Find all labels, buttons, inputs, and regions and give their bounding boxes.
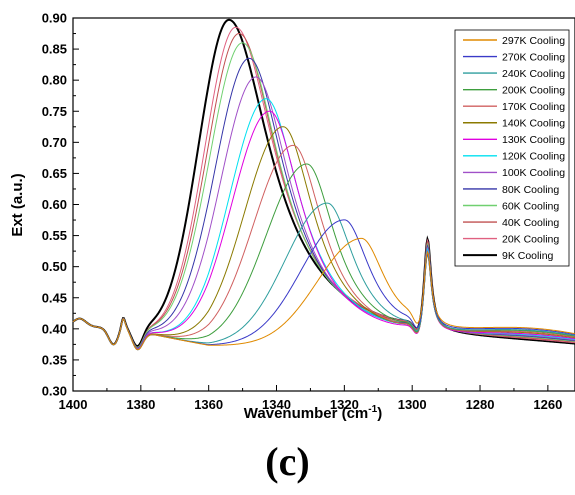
x-axis-ticks: 1400 1380 1360 1340 1320 1300 1280 1260 — [59, 385, 562, 412]
spectrum-chart: 1400 1380 1360 1340 1320 1300 1280 1260 0.300.3… — [9, 11, 575, 422]
y-tick-label: 0.55 — [42, 228, 67, 243]
legend-label: 9K Cooling — [502, 250, 554, 262]
legend-label: 170K Cooling — [502, 101, 565, 113]
series-line — [72, 110, 575, 350]
legend-label: 297K Cooling — [502, 35, 565, 47]
x-axis-title-main: Wavenumber (cm — [244, 405, 368, 422]
legend-label: 80K Cooling — [502, 184, 559, 196]
series-line — [72, 237, 575, 351]
x-tick-label: 1300 — [398, 397, 427, 412]
legend-box — [454, 29, 570, 267]
y-axis-title: Ext (a.u.) — [9, 173, 26, 236]
panel-label: (c) — [265, 439, 310, 484]
x-tick-label: 1280 — [466, 397, 495, 412]
legend-label: 100K Cooling — [502, 167, 565, 179]
x-tick-label: 1340 — [262, 397, 291, 412]
y-tick-label: 0.90 — [42, 11, 67, 26]
legend-label: 140K Cooling — [502, 118, 565, 130]
legend-label: 270K Cooling — [502, 51, 565, 63]
x-axis-title-close: ) — [377, 405, 382, 422]
legend-label: 20K Cooling — [502, 233, 559, 245]
y-tick-label: 0.75 — [42, 104, 67, 119]
y-tick-label: 0.50 — [42, 259, 67, 274]
y-tick-label: 0.85 — [42, 42, 67, 57]
legend-label: 200K Cooling — [502, 84, 565, 96]
x-tick-label: 1400 — [59, 397, 88, 412]
legend-label: 60K Cooling — [502, 200, 559, 212]
y-tick-label: 0.65 — [42, 166, 67, 181]
y-axis-ticks: 0.30 0.35 0.40 0.45 0.50 0.55 0.60 0.65 0.70 0.75… — [42, 11, 79, 399]
x-axis-title-superscript: -1 — [368, 404, 377, 415]
series-line — [72, 76, 575, 350]
x-tick-label: 1260 — [533, 397, 562, 412]
legend-label: 40K Cooling — [502, 217, 559, 229]
series-curves — [72, 18, 575, 351]
legend-label: 240K Cooling — [502, 68, 565, 80]
series-line — [72, 126, 575, 350]
x-tick-label: 1380 — [126, 397, 155, 412]
x-tick-label: 1320 — [330, 397, 359, 412]
legend: 297K Cooling 270K Cooling 240K Cooling 200K… — [454, 29, 570, 267]
series-line — [72, 42, 575, 348]
y-tick-label: 0.35 — [42, 352, 67, 367]
y-tick-label: 0.30 — [42, 384, 67, 399]
y-tick-label: 0.70 — [42, 135, 67, 150]
legend-label: 130K Cooling — [502, 134, 565, 146]
y-tick-label: 0.40 — [42, 321, 67, 336]
series-line — [72, 18, 575, 348]
x-axis-title: Wavenumber (cm-1) — [244, 404, 382, 422]
y-tick-label: 0.45 — [42, 290, 67, 305]
x-tick-label: 1360 — [194, 397, 223, 412]
legend-label: 120K Cooling — [502, 151, 565, 163]
y-tick-label: 0.60 — [42, 197, 67, 212]
y-tick-label: 0.80 — [42, 73, 67, 88]
